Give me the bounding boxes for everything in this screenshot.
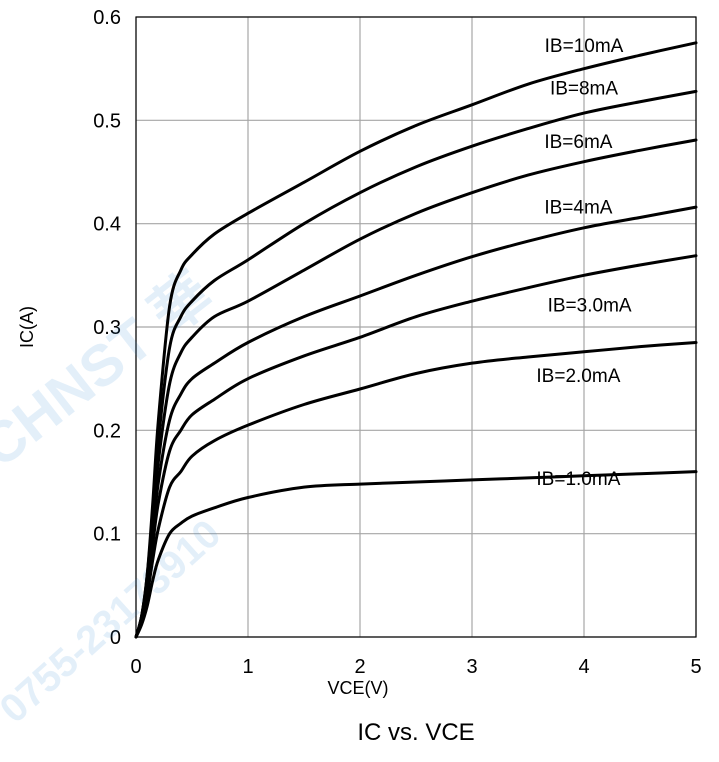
curve-labels: IB=10mA IB=8mA IB=6mA IB=4mA IB=3.0mA IB=2.0m… (536, 36, 631, 490)
y-tick-label: 0.3 (93, 317, 121, 339)
x-tick-label: 2 (354, 656, 365, 678)
y-tick-label: 0.6 (93, 7, 121, 29)
series-label: IB=8mA (550, 79, 618, 100)
y-tick-label: 0.4 (93, 214, 121, 236)
chart-title: IC vs. VCE (357, 719, 474, 746)
x-tick-labels: 0 1 2 3 4 5 (130, 656, 701, 678)
x-tick-label: 0 (130, 656, 141, 678)
x-axis-title: VCE(V) (327, 678, 388, 698)
x-tick-label: 3 (466, 656, 477, 678)
series-line (134, 341, 698, 639)
series-label: IB=6mA (544, 132, 612, 153)
curves (134, 41, 698, 639)
y-tick-label: 0 (110, 627, 121, 649)
x-tick-label: 5 (690, 656, 701, 678)
series-line (134, 470, 698, 639)
series-label: IB=2.0mA (536, 366, 620, 387)
x-tick-label: 4 (578, 656, 589, 678)
y-tick-labels: 0 0.1 0.2 0.3 0.4 0.5 0.6 (93, 7, 121, 649)
series-line (134, 254, 698, 639)
y-tick-label: 0.2 (93, 420, 121, 442)
x-tick-label: 1 (242, 656, 253, 678)
y-axis-title: IC(A) (17, 306, 37, 348)
y-tick-label: 0.5 (93, 110, 121, 132)
series-label: IB=3.0mA (548, 296, 632, 317)
series-label: IB=1.0mA (536, 469, 620, 490)
plot-area-frame (135, 16, 697, 638)
series-label: IB=10mA (545, 36, 624, 57)
y-tick-label: 0.1 (93, 524, 121, 546)
series-label: IB=4mA (544, 197, 612, 218)
